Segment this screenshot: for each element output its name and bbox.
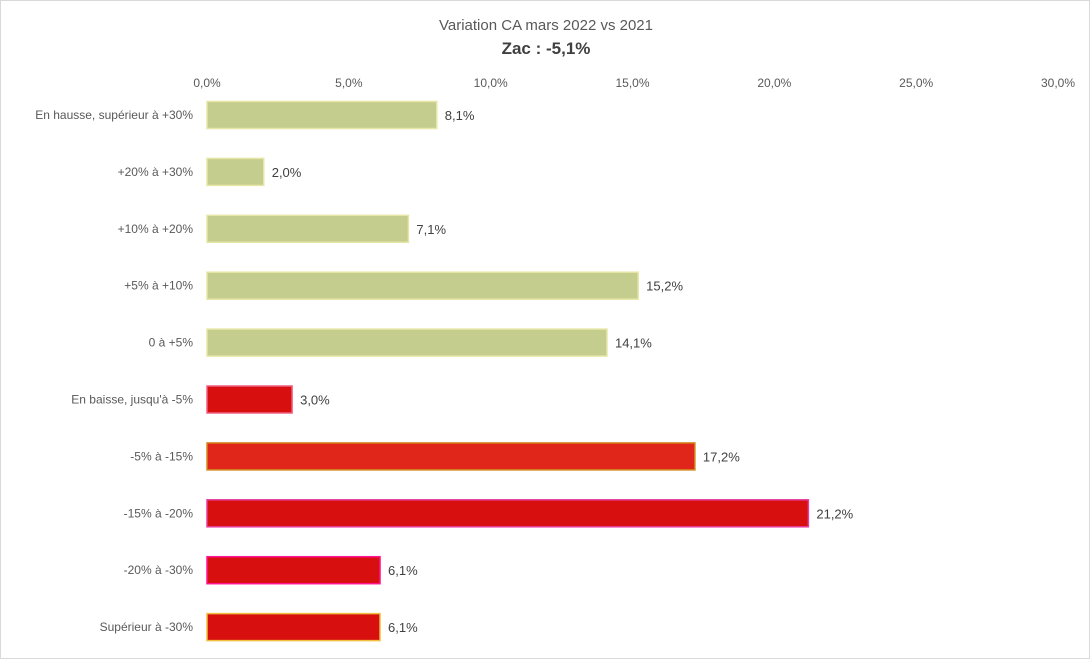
x-tick-label: 0,0% <box>193 76 221 90</box>
category-label: -20% à -30% <box>124 563 194 577</box>
category-label: Supérieur à -30% <box>100 620 194 634</box>
category-label: -15% à -20% <box>124 506 194 520</box>
data-label: 8,1% <box>445 108 475 123</box>
data-label: 17,2% <box>703 449 740 464</box>
category-label: 0 à +5% <box>149 336 194 350</box>
category-label: En baisse, jusqu'à -5% <box>71 393 193 407</box>
data-label: 3,0% <box>300 393 330 408</box>
bar <box>206 328 608 357</box>
data-label: 2,0% <box>272 165 302 180</box>
data-label: 21,2% <box>816 506 853 521</box>
bar <box>206 271 639 300</box>
bar <box>206 612 381 642</box>
bar <box>206 555 381 585</box>
category-label: -5% à -15% <box>130 449 193 463</box>
chart-subtitle: Zac : -5,1% <box>501 39 591 58</box>
data-label: 6,1% <box>388 563 418 578</box>
x-tick-label: 10,0% <box>474 76 508 90</box>
x-tick-label: 25,0% <box>899 76 933 90</box>
data-label: 7,1% <box>416 222 446 237</box>
x-tick-label: 20,0% <box>757 76 791 90</box>
category-label: En hausse, supérieur à +30% <box>35 108 193 122</box>
x-tick-label: 15,0% <box>615 76 649 90</box>
data-label: 15,2% <box>646 279 683 294</box>
bar <box>206 385 293 414</box>
category-label: +10% à +20% <box>118 222 194 236</box>
category-label: +20% à +30% <box>118 165 194 179</box>
data-label: 14,1% <box>615 336 652 351</box>
bar <box>206 157 265 187</box>
bar <box>206 100 438 130</box>
bar <box>206 214 410 244</box>
category-label: +5% à +10% <box>124 279 193 293</box>
x-tick-label: 5,0% <box>335 76 363 90</box>
bar <box>206 442 696 471</box>
data-label: 6,1% <box>388 620 418 635</box>
chart-title: Variation CA mars 2022 vs 2021 <box>438 17 653 34</box>
x-tick-label: 30,0% <box>1041 76 1075 90</box>
bar <box>206 499 810 528</box>
